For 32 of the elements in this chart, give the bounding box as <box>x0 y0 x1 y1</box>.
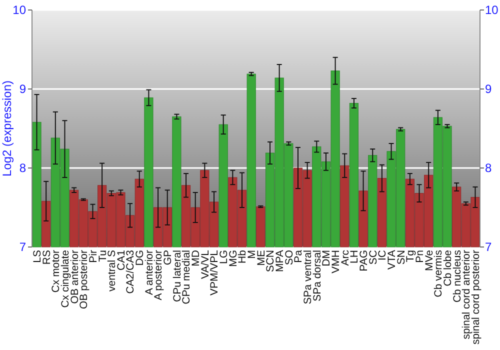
y2-tick-label: 10 <box>485 3 499 18</box>
x-tick-label: Tu <box>96 250 109 262</box>
y2-tick-label: 8 <box>485 161 492 176</box>
x-tick-label: RS <box>40 250 53 265</box>
x-tick-label: Arc <box>339 250 352 266</box>
x-tick-label: SO <box>283 250 296 266</box>
x-tick-label: MVe <box>423 250 436 272</box>
x-tick-label: SC <box>367 250 380 265</box>
y2-tick-label: 9 <box>485 82 492 96</box>
x-tick-label: OB anterior <box>68 250 81 304</box>
x-tick-label: Cx cingulate <box>59 250 72 308</box>
y-tick-label: 8 <box>19 161 26 176</box>
x-tick-label: LG <box>218 250 230 264</box>
y-tick-label: 9 <box>19 82 26 96</box>
x-tick-label: SN <box>395 250 408 265</box>
x-tick-label: GP <box>162 250 174 266</box>
x-tick-label: SPa dorsal <box>311 250 324 302</box>
x-tick-label: Cb nucleus <box>451 250 464 303</box>
x-tick-label: LS <box>31 250 44 263</box>
y2-tick-label: 7 <box>485 240 492 254</box>
y-tick-label: 7 <box>19 240 26 254</box>
x-tick-label: CA2/CA3 <box>124 250 137 294</box>
x-tick-label: Cb lobe <box>442 250 454 286</box>
y-tick-label: 10 <box>12 3 26 18</box>
x-tick-label: CPu medial <box>180 250 193 304</box>
x-tick-label: Hb <box>236 250 249 264</box>
x-tick-label: A posterior <box>152 250 165 300</box>
y-axis-title: Log2 (expression) <box>0 80 14 177</box>
x-tick-label: VPM/VPL <box>208 250 221 296</box>
x-tick-label: Tg <box>404 250 417 262</box>
x-tick-label: SCN <box>264 250 277 272</box>
x-tick-label: MPA <box>274 250 286 272</box>
